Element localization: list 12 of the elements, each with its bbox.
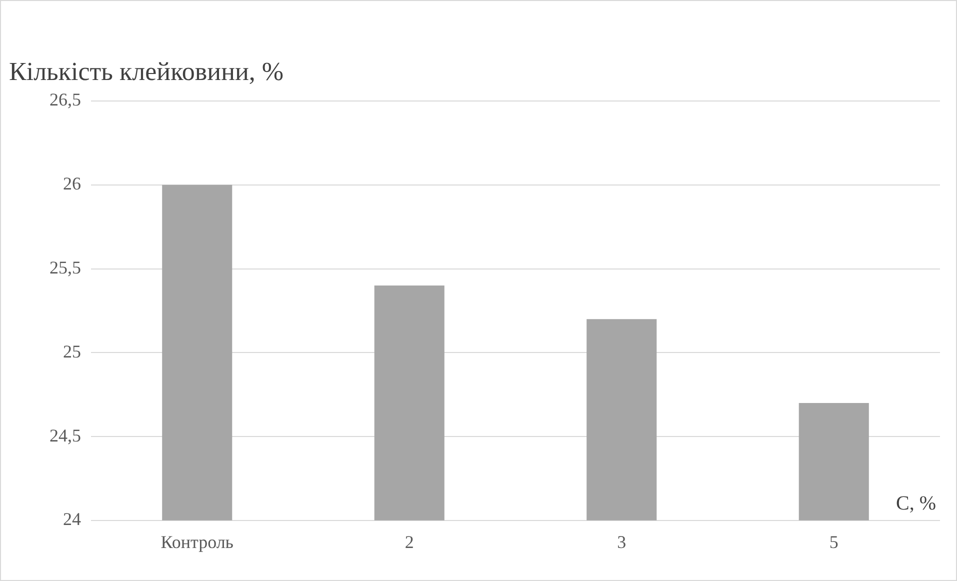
y-tick-label: 26,5 <box>50 90 81 110</box>
y-tick-label: 24,5 <box>50 425 81 446</box>
x-tick-label: 2 <box>404 532 414 552</box>
x-tick-label: Контроль <box>160 532 234 552</box>
x-tick-label: 5 <box>829 532 838 552</box>
chart-title: Кількість клейковини, % <box>9 56 284 86</box>
y-tick-label: 24 <box>63 509 81 530</box>
x-axis-title: C, % <box>896 492 936 515</box>
y-tick-label: 26 <box>63 174 81 194</box>
y-tick-label: 25,5 <box>50 257 81 278</box>
y-tick-label: 25 <box>63 341 81 362</box>
x-tick-label: 3 <box>617 532 626 552</box>
